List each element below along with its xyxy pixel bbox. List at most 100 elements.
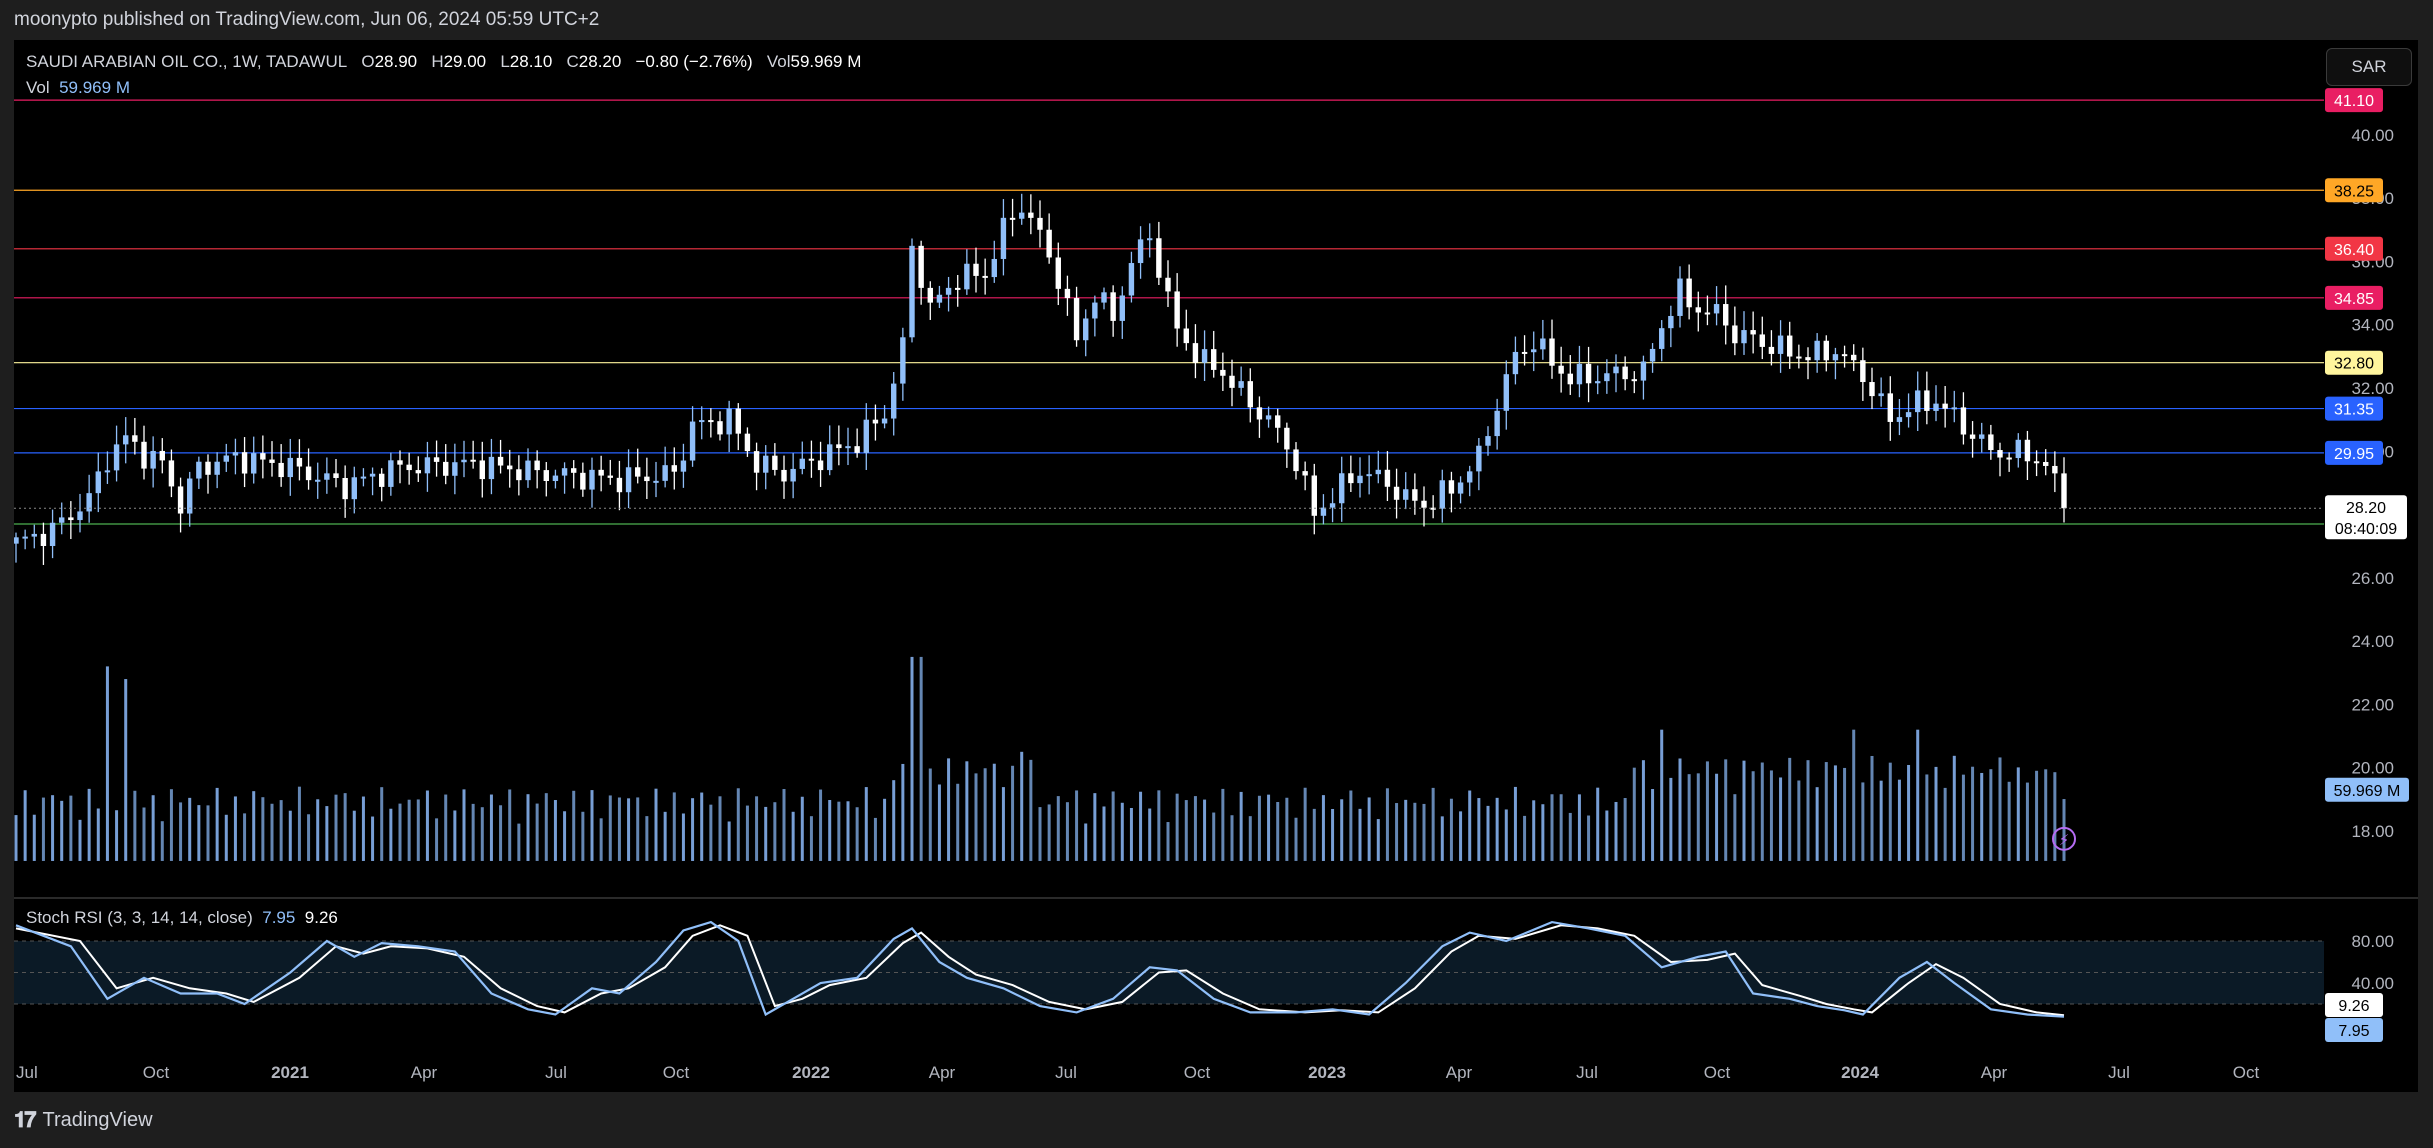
candle-body: [552, 475, 559, 481]
candle-body: [168, 460, 175, 487]
symbol-name[interactable]: SAUDI ARABIAN OIL CO., 1W, TADAWUL: [26, 52, 348, 71]
stoch-rsi-label[interactable]: Stoch RSI (3, 3, 14, 14, close): [26, 908, 253, 927]
volume-bar: [169, 789, 173, 861]
candle-body: [159, 450, 165, 461]
volume-bar: [78, 819, 82, 861]
candle-body: [1713, 304, 1720, 314]
candle-body: [1256, 407, 1263, 420]
volume-bar: [471, 803, 475, 861]
candle-body: [1860, 360, 1866, 383]
candle: [1521, 335, 1528, 366]
volume-bar: [2053, 772, 2057, 861]
candle: [1430, 495, 1436, 519]
candle: [415, 456, 421, 482]
volume-bar: [681, 813, 685, 861]
candle: [1046, 213, 1052, 264]
candle-body: [936, 294, 943, 303]
candle: [187, 471, 193, 527]
candle-body: [781, 469, 787, 482]
candle-body: [1979, 434, 1985, 439]
candle: [351, 466, 357, 514]
candle-body: [854, 446, 860, 453]
volume-bar: [1157, 790, 1161, 861]
tradingview-logo[interactable]: 𝟏𝟕 TradingView: [14, 1092, 153, 1148]
candle: [662, 446, 668, 488]
candle-body: [1887, 393, 1893, 422]
candle: [1887, 376, 1893, 441]
y-tick-label: 20.00: [2351, 759, 2394, 778]
candle: [113, 425, 120, 482]
candle-body: [918, 245, 924, 288]
candle: [881, 405, 888, 429]
volume-bar: [1459, 811, 1463, 861]
volume-bar: [224, 814, 228, 861]
candle-body: [1540, 338, 1546, 350]
volume-bar: [188, 797, 192, 861]
volume-bar: [590, 790, 594, 861]
candle-body: [955, 287, 961, 290]
volume-bar: [51, 795, 55, 861]
volume-bar: [828, 800, 832, 861]
volume-bar: [1733, 794, 1737, 861]
volume-bar: [1212, 812, 1216, 861]
y-tick-label: 22.00: [2351, 695, 2394, 714]
candle: [836, 425, 842, 466]
chart-frame[interactable]: 42.0040.0038.0036.0034.0032.0030.0028.00…: [14, 40, 2418, 1092]
candle: [1110, 285, 1116, 337]
candle-body: [1229, 375, 1235, 388]
volume-bar: [901, 763, 905, 861]
candle: [1640, 355, 1647, 400]
candle: [1028, 194, 1034, 235]
candle-body: [1777, 335, 1784, 354]
candle: [772, 443, 778, 476]
candle: [1092, 295, 1098, 337]
candle-body: [1311, 475, 1317, 516]
candle-body: [1768, 346, 1775, 354]
volume-bar: [206, 805, 210, 861]
candle: [315, 462, 321, 499]
volume-bar: [1897, 779, 1901, 861]
candle-body: [22, 536, 28, 539]
open-label: O: [361, 52, 375, 71]
candle: [369, 467, 376, 496]
candle-body: [278, 462, 284, 478]
candle: [1933, 385, 1939, 422]
candle-body: [1046, 229, 1052, 258]
candle-body: [1823, 340, 1829, 361]
candle-body: [1576, 363, 1583, 385]
volume-legend-label[interactable]: Vol: [26, 78, 50, 97]
x-tick-label: Apr: [1981, 1063, 2008, 1082]
volume-bar: [937, 784, 941, 861]
level-label-text: 38.25: [2334, 183, 2374, 200]
candle-body: [1732, 325, 1738, 344]
chart-canvas[interactable]: 42.0040.0038.0036.0034.0032.0030.0028.00…: [14, 40, 2418, 1092]
level-label-bg: [2325, 350, 2383, 375]
candle-body: [1878, 393, 1884, 397]
candle: [77, 493, 83, 533]
x-tick-label: Apr: [929, 1063, 956, 1082]
candle: [251, 436, 257, 484]
volume-bar: [1779, 777, 1783, 861]
volume-bar: [1788, 757, 1792, 861]
currency-button[interactable]: SAR: [2326, 48, 2412, 86]
candle-body: [881, 418, 888, 424]
candle: [1668, 305, 1674, 348]
candle-body: [1284, 427, 1290, 450]
volume-label: Vol: [766, 52, 791, 71]
candle: [1979, 422, 1985, 453]
candle-body: [1896, 417, 1903, 422]
candle-body: [1969, 434, 1976, 439]
candle: [790, 453, 796, 499]
volume-bar: [517, 823, 521, 861]
candle-body: [324, 473, 330, 480]
volume-bar: [983, 768, 987, 861]
candle: [1201, 330, 1208, 382]
volume-bar: [480, 807, 484, 861]
volume-bar: [1678, 758, 1682, 861]
volume-bar: [1303, 787, 1307, 861]
candle: [635, 448, 641, 484]
volume-bar: [992, 763, 996, 861]
candle-body: [662, 465, 668, 481]
volume-bar: [1120, 802, 1124, 861]
volume-bar: [32, 814, 36, 861]
